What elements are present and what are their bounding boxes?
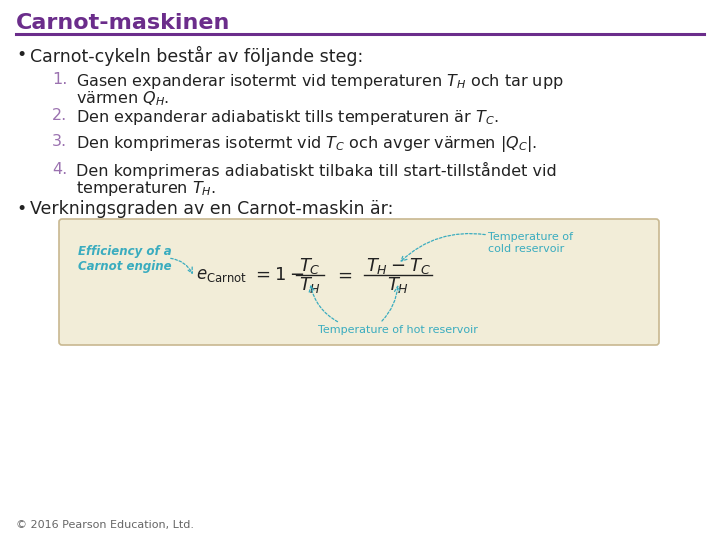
Text: Carnot-maskinen: Carnot-maskinen xyxy=(16,13,230,33)
Text: $\mathit{T}_\mathit{H}$: $\mathit{T}_\mathit{H}$ xyxy=(299,275,321,295)
Text: $=$: $=$ xyxy=(334,266,353,284)
Text: $\mathit{T}_\mathit{H} - \mathit{T}_\mathit{C}$: $\mathit{T}_\mathit{H} - \mathit{T}_\mat… xyxy=(366,256,431,276)
Text: $\mathit{e}_{\mathrm{Carnot}}$: $\mathit{e}_{\mathrm{Carnot}}$ xyxy=(196,266,247,284)
Text: © 2016 Pearson Education, Ltd.: © 2016 Pearson Education, Ltd. xyxy=(16,520,194,530)
Text: Verkningsgraden av en Carnot-maskin är:: Verkningsgraden av en Carnot-maskin är: xyxy=(30,200,393,218)
Text: •: • xyxy=(16,46,26,64)
Text: 4.: 4. xyxy=(52,162,67,177)
Text: $= 1 -$: $= 1 -$ xyxy=(252,266,304,284)
Text: Efficiency of a
Carnot engine: Efficiency of a Carnot engine xyxy=(78,245,171,273)
Text: 1.: 1. xyxy=(52,72,68,87)
Text: Den komprimeras isotermt vid $\mathit{T}_\mathit{C}$ och avger värmen $|\mathit{: Den komprimeras isotermt vid $\mathit{T}… xyxy=(76,134,537,154)
FancyBboxPatch shape xyxy=(59,219,659,345)
Text: Carnot-cykeln består av följande steg:: Carnot-cykeln består av följande steg: xyxy=(30,46,364,66)
Text: •: • xyxy=(16,200,26,218)
Text: $\mathit{T}_\mathit{H}$: $\mathit{T}_\mathit{H}$ xyxy=(387,275,409,295)
Text: temperaturen $\mathit{T}_\mathit{H}$.: temperaturen $\mathit{T}_\mathit{H}$. xyxy=(76,179,216,198)
Text: 3.: 3. xyxy=(52,134,67,149)
Text: värmen $\mathit{Q}_\mathit{H}$.: värmen $\mathit{Q}_\mathit{H}$. xyxy=(76,89,169,107)
Text: Temperature of hot reservoir: Temperature of hot reservoir xyxy=(318,325,478,335)
Text: Den expanderar adiabatiskt tills temperaturen är $\mathit{T}_\mathit{C}$.: Den expanderar adiabatiskt tills tempera… xyxy=(76,108,499,127)
Text: Den komprimeras adiabatiskt tilbaka till start-tillståndet vid: Den komprimeras adiabatiskt tilbaka till… xyxy=(76,162,557,179)
Text: Temperature of
cold reservoir: Temperature of cold reservoir xyxy=(488,232,573,254)
Text: Gasen expanderar isotermt vid temperaturen $\mathit{T}_\mathit{H}$ och tar upp: Gasen expanderar isotermt vid temperatur… xyxy=(76,72,564,91)
Text: $\mathit{T}_\mathit{C}$: $\mathit{T}_\mathit{C}$ xyxy=(299,256,321,276)
Text: 2.: 2. xyxy=(52,108,67,123)
